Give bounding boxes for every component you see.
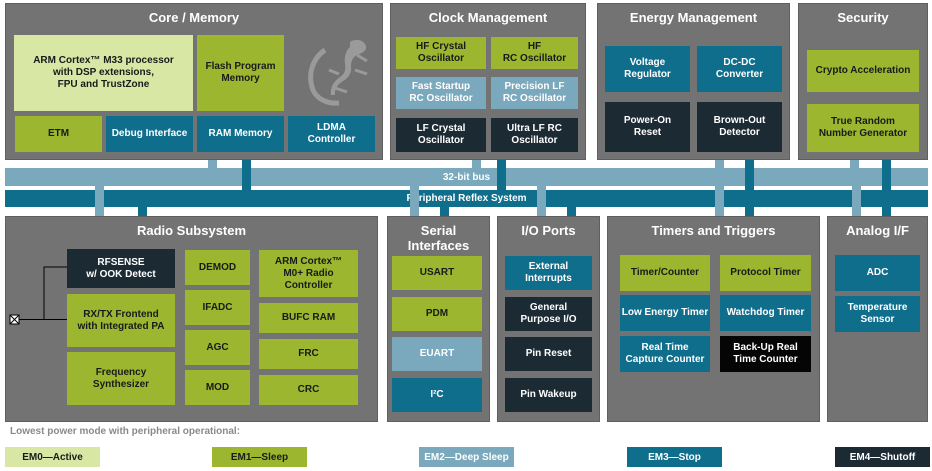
block-back-up-real-time-counter: Back-Up Real Time Counter [720, 336, 811, 372]
bus-connector [882, 207, 891, 216]
block-frc: FRC [259, 339, 358, 369]
block-ldma-controller: LDMA Controller [288, 116, 375, 152]
bus-connector [715, 160, 724, 168]
bus-connector [567, 207, 576, 216]
legend-em4-shutoff: EM4—Shutoff [835, 447, 930, 467]
block-flash-program-memory: Flash Program Memory [197, 35, 284, 111]
panel-title: Analog I/F [846, 223, 909, 238]
panel-title: Radio Subsystem [136, 223, 247, 238]
bus-connector [882, 160, 891, 190]
block-mod: MOD [185, 370, 250, 405]
block-bufc-ram: BUFC RAM [259, 303, 358, 333]
legend-em2-deep-sleep: EM2—Deep Sleep [419, 447, 514, 467]
block-real-time-capture-counter: Real Time Capture Counter [620, 336, 710, 372]
block-frequency-synthesizer: Frequency Synthesizer [67, 352, 175, 405]
bus-32bit [5, 168, 928, 186]
block-protocol-timer: Protocol Timer [720, 255, 811, 291]
bus-prs [5, 190, 928, 207]
bus-connector [138, 207, 147, 216]
bus-connector [852, 186, 861, 216]
antenna-icon [8, 260, 68, 330]
block-ram-memory: RAM Memory [197, 116, 284, 152]
block-power-on-reset: Power-On Reset [605, 102, 690, 152]
block-debug-interface: Debug Interface [106, 116, 193, 152]
block-brown-out-detector: Brown-Out Detector [697, 102, 782, 152]
block-adc: ADC [835, 255, 920, 291]
block-pin-reset: Pin Reset [505, 337, 592, 371]
bus-connector [208, 160, 217, 168]
panel-title: I/O Ports [521, 223, 576, 238]
block-pin-wakeup: Pin Wakeup [505, 378, 592, 412]
block-voltage-regulator: Voltage Regulator [605, 46, 690, 92]
block-demod: DEMOD [185, 250, 250, 285]
block-pdm: PDM [392, 297, 482, 331]
bus-connector [472, 160, 481, 168]
block-rx-tx-frontend-with-integrated-pa: RX/TX Frontend with Integrated PA [67, 294, 175, 347]
block-ultra-lf-rc-oscillator: Ultra LF RC Oscillator [491, 118, 578, 152]
panel-title: Energy Management [629, 10, 758, 25]
bus-connector [95, 186, 104, 216]
legend-em3-stop: EM3—Stop [627, 447, 722, 467]
block-etm: ETM [15, 116, 102, 152]
block-general-purpose-i-o: General Purpose I/O [505, 297, 592, 331]
bus-prs-label: Peripheral Reflex System [406, 193, 527, 204]
bus-connector [497, 160, 506, 190]
bus-connector [745, 160, 754, 190]
panel-title: Timers and Triggers [651, 223, 776, 238]
block-temperature-sensor: Temperature Sensor [835, 296, 920, 332]
block-crypto-acceleration: Crypto Acceleration [807, 50, 919, 92]
block-external-interrupts: External Interrupts [505, 256, 592, 290]
block-agc: AGC [185, 330, 250, 365]
legend-em0-active: EM0—Active [5, 447, 100, 467]
bus-32bit-label: 32-bit bus [442, 171, 491, 183]
panel-title: Serial Interfaces [407, 223, 470, 253]
block-lf-crystal-oscillator: LF Crystal Oscillator [396, 118, 486, 152]
block-precision-lf-rc-oscillator: Precision LF RC Oscillator [491, 77, 578, 109]
panel-title: Core / Memory [148, 10, 240, 25]
block-watchdog-timer: Watchdog Timer [720, 295, 811, 331]
panel-title: Security [837, 10, 889, 25]
block-rfsense-w-ook-detect: RFSENSE w/ OOK Detect [67, 249, 175, 288]
block-usart: USART [392, 256, 482, 290]
bus-connector [440, 207, 449, 216]
legend-title: Lowest power mode with peripheral operat… [10, 426, 241, 437]
block-low-energy-timer: Low Energy Timer [620, 295, 710, 331]
bus-connector [715, 186, 724, 216]
block-ifadc: IFADC [185, 290, 250, 325]
bus-connector [537, 186, 546, 216]
gecko-logo [295, 30, 375, 110]
bus-connector [745, 207, 754, 216]
block-dc-dc-converter: DC-DC Converter [697, 46, 782, 92]
block-true-random-number-generator: True Random Number Generator [807, 104, 919, 152]
block-timer-counter: Timer/Counter [620, 255, 710, 291]
bus-connector [242, 160, 251, 190]
panel-title: Clock Management [428, 10, 548, 25]
block-i-c: I²C [392, 378, 482, 412]
block-fast-startup-rc-oscillator: Fast Startup RC Oscillator [396, 77, 486, 109]
legend-em1-sleep: EM1—Sleep [212, 447, 307, 467]
bus-connector [850, 160, 859, 168]
block-crc: CRC [259, 375, 358, 405]
block-arm-cortex-m0-radio-controller: ARM Cortex™ M0+ Radio Controller [259, 250, 358, 297]
block-arm-cortex-m33-processor-with-dsp-extensions-fpu-and-trustzone: ARM Cortex™ M33 processor with DSP exten… [14, 35, 193, 111]
block-hf-crystal-oscillator: HF Crystal Oscillator [396, 37, 486, 69]
block-hf-rc-oscillator: HF RC Oscillator [491, 37, 578, 69]
block-euart: EUART [392, 337, 482, 371]
bus-connector [410, 186, 419, 216]
